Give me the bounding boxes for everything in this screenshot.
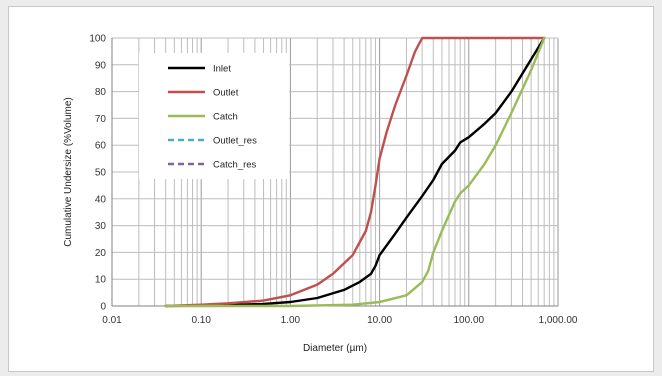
- x-tick-label: 1,000.00: [539, 315, 578, 326]
- x-tick-label: 10.00: [367, 315, 392, 326]
- y-tick-label: 70: [95, 114, 107, 125]
- legend-box: [139, 53, 289, 179]
- x-tick-label: 1.00: [281, 315, 301, 326]
- y-tick-label: 30: [95, 221, 107, 232]
- series-line-inlet: [164, 36, 546, 308]
- series-line-outlet: [164, 36, 546, 308]
- y-tick-label: 0: [100, 302, 106, 313]
- y-tick-label: 100: [89, 34, 106, 45]
- legend-label-inlet: Inlet: [213, 64, 231, 75]
- y-tick-label: 40: [95, 194, 107, 205]
- x-axis-title: Diameter (µm): [303, 343, 367, 354]
- y-tick-label: 50: [95, 168, 107, 179]
- y-tick-label: 90: [95, 60, 107, 71]
- legend-label-outlet: Outlet: [213, 88, 239, 99]
- y-axis-title: Cumulative Undersize (%Volume): [63, 97, 74, 247]
- y-tick-label: 20: [95, 248, 107, 259]
- y-tick-label: 80: [95, 87, 107, 98]
- series-line-catch: [164, 36, 546, 308]
- legend-label-catch: Catch: [213, 112, 238, 123]
- legend-label-catch-res: Catch_res: [213, 160, 257, 171]
- y-tick-label: 60: [95, 141, 107, 152]
- chart-frame: 0 10 20 30 40 50 60 70 80 90 100 0.01 0.10 1.00 10.00 1…: [8, 6, 654, 372]
- legend-label-outlet-res: Outlet_res: [213, 136, 257, 147]
- x-tick-label: 0.01: [102, 315, 122, 326]
- line-chart: 0 10 20 30 40 50 60 70 80 90 100 0.01 0.10 1.00 10.00 1…: [63, 34, 578, 355]
- y-tick-label: 10: [95, 275, 107, 286]
- x-tick-label: 0.10: [191, 315, 211, 326]
- x-tick-label: 100.00: [454, 315, 485, 326]
